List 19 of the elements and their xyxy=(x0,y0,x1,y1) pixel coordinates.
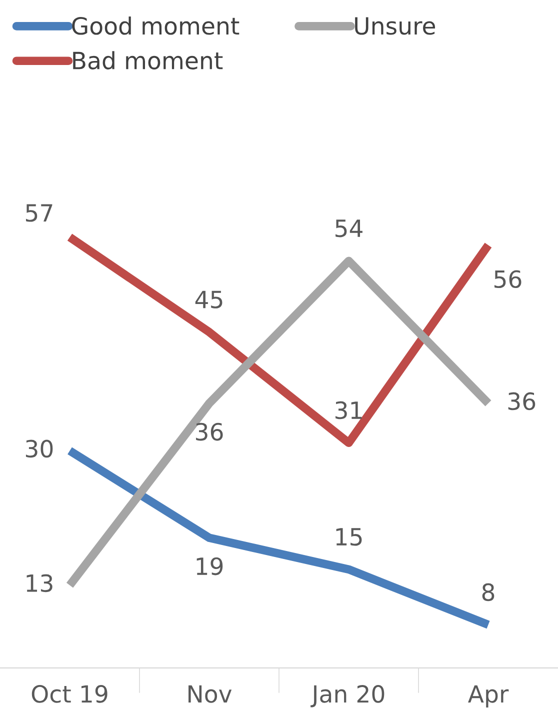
data-label: 36 xyxy=(508,392,536,410)
data-label: 13 xyxy=(26,574,52,592)
legend-label: Unsure xyxy=(355,17,435,35)
data-label: 31 xyxy=(336,401,362,420)
data-label: 30 xyxy=(26,440,53,458)
data-label: 15 xyxy=(336,528,362,546)
data-label: 36 xyxy=(196,422,223,441)
x-tick-label: Apr xyxy=(468,685,509,708)
data-label: 45 xyxy=(195,290,222,308)
x-tick-label: Jan 20 xyxy=(310,685,384,708)
legend-label: Bad moment xyxy=(73,51,223,70)
data-label: 57 xyxy=(26,204,52,222)
data-label: 56 xyxy=(494,270,522,288)
x-tick-label: Oct 19 xyxy=(32,685,108,703)
x-tick-label: Nov xyxy=(188,685,232,703)
data-label: 8 xyxy=(482,583,494,602)
data-label: 54 xyxy=(336,220,362,238)
legend-label: Good moment xyxy=(72,16,240,35)
data-label: 19 xyxy=(196,557,223,576)
